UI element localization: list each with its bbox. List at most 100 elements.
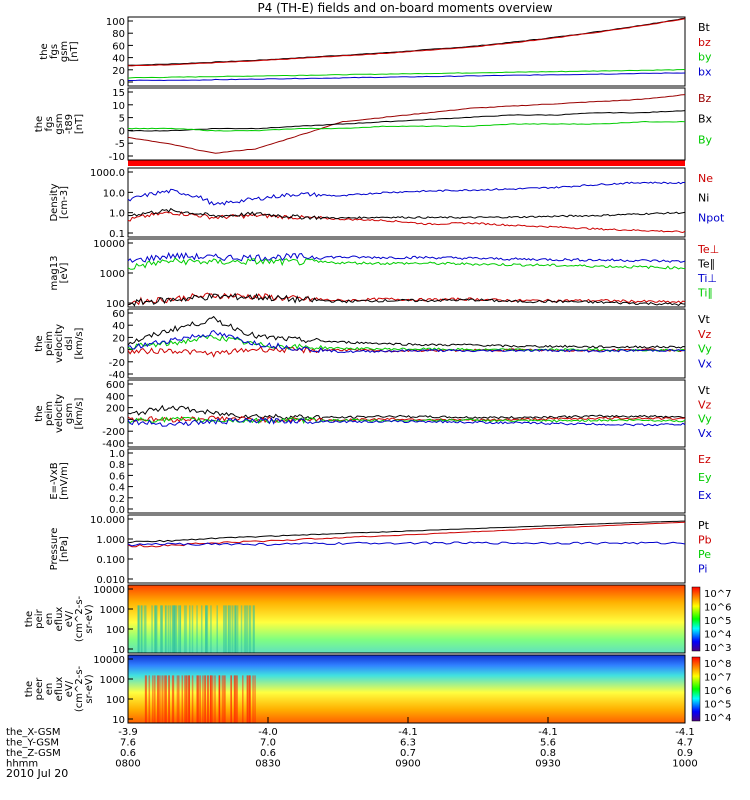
spectrogram-streak	[168, 675, 170, 723]
y-axis-label: fgs	[44, 116, 55, 131]
spectrogram-streak	[236, 675, 238, 723]
y-tick-label: 0	[119, 346, 125, 357]
y-axis-label: (cm^2-s-	[74, 595, 85, 642]
y-tick-label: -200	[102, 427, 125, 438]
series-line-Pb	[127, 521, 686, 548]
spectrogram-streak	[140, 605, 143, 653]
legend-Bx: Bx	[698, 113, 713, 126]
legend-By: By	[698, 133, 713, 146]
panel-2: 15 10 50 -5 -10 the fgs gsm -t89 [nT] Bz Bx By	[34, 87, 713, 163]
y-axis-label: the	[34, 116, 45, 132]
legend-Vz: Vz	[698, 328, 712, 341]
legend-Ti∥: Ti∥	[697, 287, 713, 300]
x-tick-label: 1000	[672, 759, 697, 770]
y-axis-label: velocity	[54, 324, 65, 363]
x-tick-label: 0930	[535, 759, 560, 770]
spectrogram-streak	[249, 605, 252, 653]
spectrogram-streak	[183, 605, 186, 653]
y-tick-label: 40	[112, 54, 125, 65]
series-line-Npot	[127, 181, 686, 206]
y-axis-label: the	[24, 611, 35, 627]
legend-Ne: Ne	[698, 172, 713, 185]
y-tick-label: 0.1	[109, 229, 125, 240]
spectrogram-streak	[231, 605, 234, 653]
series-line-Te⊥	[127, 292, 686, 306]
legend-Vy: Vy	[698, 343, 712, 356]
y-tick-label: 15	[112, 88, 125, 99]
spectrogram-streak	[171, 605, 174, 653]
spectrogram-streak	[233, 605, 236, 653]
y-tick-label: 0.4	[109, 483, 125, 494]
series-line-bz	[127, 18, 686, 67]
spectrogram-streak	[248, 605, 251, 653]
colorbar-tick-label: 10^6	[704, 603, 731, 614]
y-axis-label: mag13	[49, 256, 60, 291]
y-tick-label: -10	[109, 152, 125, 163]
y-axis-label: peir	[34, 608, 45, 628]
spectrogram-streak	[164, 605, 167, 653]
legend-Ex: Ex	[698, 489, 712, 502]
spectrogram-streak	[159, 675, 161, 723]
colorbar-tick-label: 10^5	[704, 616, 731, 627]
spectrogram-streak	[185, 605, 187, 653]
y-axis-label: velocity	[54, 394, 65, 433]
colorbar	[691, 586, 701, 652]
spectrogram-streak	[179, 605, 182, 653]
spectrogram-streak	[249, 675, 251, 723]
x-tick-label: 0830	[255, 759, 280, 770]
spectrogram-streak	[160, 605, 163, 653]
x-tick-label: 5.6	[540, 738, 556, 749]
y-axis-label: the	[39, 43, 50, 59]
x-tick-label: 0800	[115, 759, 140, 770]
spectrogram-streak	[205, 605, 208, 653]
y-axis-label: sr-eV)	[84, 674, 95, 703]
y-tick-label: 100	[106, 299, 125, 310]
legend-Ni: Ni	[698, 192, 709, 205]
colorbar-tick-label: 10^8	[704, 659, 731, 670]
series-line-Bx	[127, 110, 686, 132]
spectrogram-streak	[178, 675, 180, 723]
y-axis-label: the	[34, 405, 45, 421]
x-tick-label: 0.9	[677, 748, 693, 759]
legend-Ey: Ey	[698, 471, 712, 484]
series-line-bx	[128, 72, 686, 82]
y-axis-label: -t89	[64, 114, 75, 134]
legend-Pb: Pb	[698, 534, 712, 547]
y-axis-label: [km/s]	[74, 397, 85, 429]
spectrogram-streak	[228, 605, 230, 653]
y-tick-label: 0.100	[96, 555, 125, 566]
y-tick-label: 1000.0	[90, 168, 125, 179]
y-axis-label: fgs	[49, 44, 60, 59]
series-line-By	[127, 120, 686, 132]
spectrogram-streak	[221, 675, 224, 723]
spectrogram-streak	[253, 605, 255, 653]
spectrogram-streak	[144, 675, 147, 723]
y-tick-label: 0	[119, 126, 125, 137]
legend-by: by	[698, 51, 712, 64]
y-tick-label: 600	[106, 380, 125, 391]
spectrogram-streak	[216, 605, 218, 653]
y-tick-label: 10000	[93, 239, 125, 250]
series-line-Vz	[127, 415, 686, 423]
spectrogram-streak	[246, 605, 249, 653]
x-tick-label: 0.7	[400, 748, 416, 759]
spectrogram-streak	[191, 605, 194, 653]
spectrogram-streak	[188, 675, 190, 723]
y-axis-label: peim	[44, 401, 55, 426]
y-tick-label: 1.0	[109, 449, 125, 460]
x-tick-label: 0.8	[540, 748, 556, 759]
spectrogram-streak	[185, 675, 187, 723]
spectrogram-streak	[210, 605, 212, 653]
panel-frame	[127, 584, 686, 654]
spectrogram-streak	[173, 605, 175, 653]
spectrogram-streak	[225, 605, 228, 653]
spectrogram-streak	[152, 675, 154, 723]
spectrogram	[128, 585, 685, 653]
spectrogram-streak	[148, 675, 151, 723]
colorbar-tick-label: 10^7	[704, 589, 731, 600]
panel-frame	[127, 16, 686, 87]
y-axis-label: (cm^2-s-	[74, 665, 85, 712]
